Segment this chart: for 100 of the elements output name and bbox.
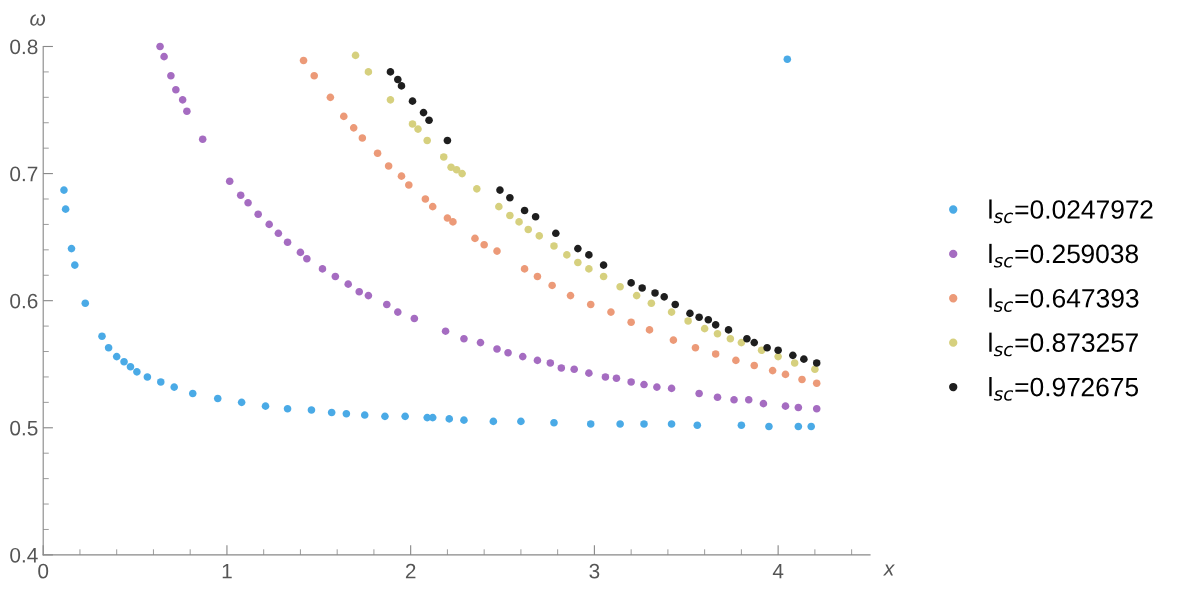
point [768,366,777,375]
point [167,71,175,80]
legend-label: l$_{sc}$=0.0247972 [989,199,1153,224]
point [419,108,428,117]
point [651,289,659,297]
point [711,350,720,358]
point [126,362,135,371]
point [686,309,694,318]
point [265,220,273,229]
point [812,404,821,413]
x-tick-label: 4 [772,563,784,579]
point [693,421,702,430]
point [283,238,292,247]
point [98,332,106,341]
point [458,169,466,178]
point [342,409,351,418]
point [737,338,746,347]
x-tick-label: 2 [405,563,416,579]
point [170,383,179,391]
point [489,417,498,426]
point [480,240,488,249]
point [781,370,790,379]
point [143,373,152,381]
point [384,162,393,170]
point [759,399,768,408]
point [627,318,635,327]
point [67,244,76,253]
point [691,343,700,352]
point [254,210,262,219]
point [548,281,556,290]
point [156,378,165,386]
legend-label: l$_{sc}$=0.972675 [989,377,1139,401]
point [449,218,457,226]
x-axis-title: x [883,564,895,576]
point [645,326,654,334]
point [425,116,433,125]
point [104,343,113,352]
point [327,408,336,417]
point [566,291,575,300]
point [460,416,468,424]
legend-label: l$_{sc}$=0.647393 [989,288,1139,312]
point [704,315,713,324]
point [640,420,648,428]
point [607,308,615,316]
point [364,291,373,300]
point [351,51,360,60]
point [397,172,406,180]
point [585,369,593,377]
point [616,282,624,291]
point [496,186,504,194]
point [445,415,454,423]
point [506,211,514,220]
y-axis-title: ω [30,14,46,26]
point [408,120,417,128]
point [344,280,352,288]
point [504,348,512,357]
point [586,300,595,309]
point [261,402,270,410]
point [493,345,501,353]
point [443,214,452,222]
point [460,335,468,343]
point [318,265,327,273]
point [473,185,481,193]
point [156,42,164,51]
point [515,218,523,226]
point [236,191,245,199]
point [653,383,661,391]
point [667,420,676,428]
point [524,225,533,234]
point [627,378,635,386]
point [812,359,821,367]
point [627,279,635,287]
point [414,125,422,133]
point [310,71,319,80]
point [405,181,413,189]
point [120,357,128,366]
point [574,258,582,267]
point [307,406,316,414]
point [531,212,540,221]
point [790,359,799,367]
point [550,418,558,427]
point [517,417,525,426]
point [237,398,246,407]
point [355,287,364,296]
point [518,352,527,361]
point [441,327,450,335]
point [188,389,197,398]
point [133,368,141,376]
point [533,356,542,365]
point [81,299,90,308]
point [244,199,252,207]
point [574,244,582,253]
point [730,396,738,404]
point [669,336,678,344]
point [339,112,348,121]
point [520,206,529,215]
point [112,352,121,361]
point [750,338,759,347]
legend-label: l$_{sc}$=0.873257 [989,332,1138,357]
point [225,177,234,186]
